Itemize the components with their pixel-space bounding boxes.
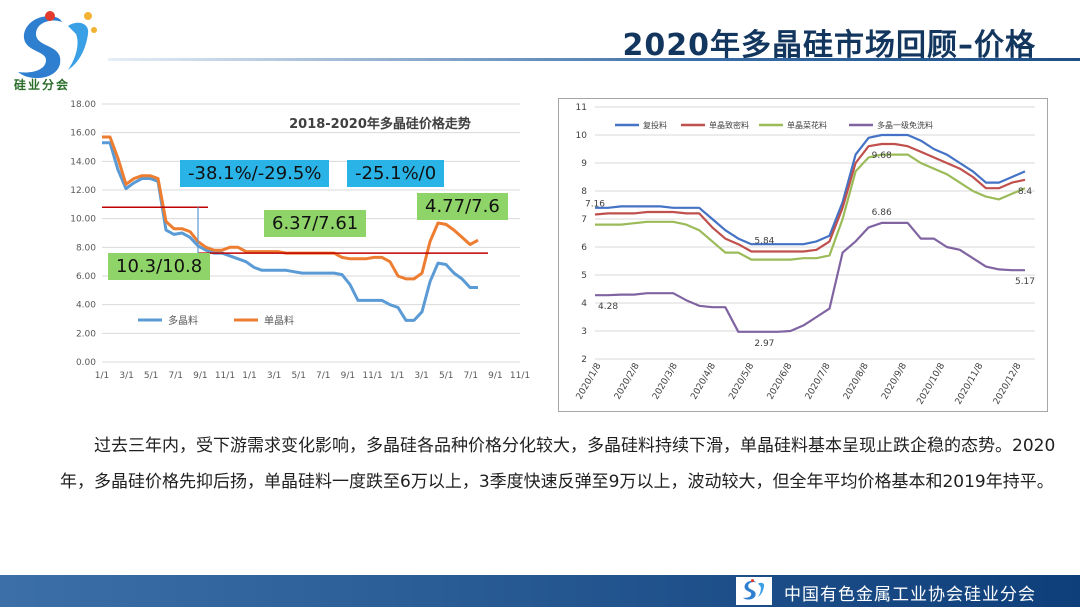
x-tick-label: 7/1 xyxy=(464,371,478,381)
y-tick-label: 18.00 xyxy=(70,100,96,110)
y-tick-label: 3 xyxy=(581,327,587,337)
x-tick-label: 3/1 xyxy=(414,371,428,381)
x-tick-label: 2020/10/8 xyxy=(915,361,947,406)
legend-label: 单晶料 xyxy=(264,314,294,327)
y-tick-label: 5 xyxy=(581,271,587,281)
x-tick-label: 3/1 xyxy=(119,371,133,381)
x-tick-label: 2020/6/8 xyxy=(766,361,795,401)
data-label: 7.16 xyxy=(585,200,605,210)
y-tick-label: 14.00 xyxy=(70,157,96,167)
x-tick-label: 2020/2/8 xyxy=(613,361,642,401)
y-tick-label: 2 xyxy=(581,355,587,365)
legend-label: 复投料 xyxy=(643,120,667,130)
x-tick-label: 2020/7/8 xyxy=(804,361,833,401)
x-tick-label: 1/1 xyxy=(95,371,109,381)
y-tick-label: 10.00 xyxy=(70,215,96,225)
footer-logo-icon xyxy=(742,579,765,600)
chart-title: 2018-2020年多晶硅价格走势 xyxy=(289,116,471,132)
x-tick-label: 2020/1/8 xyxy=(575,361,604,401)
y-tick-label: 11 xyxy=(576,103,587,113)
annotation-price-2018: 10.3/10.8 xyxy=(108,253,211,280)
y-tick-label: 16.00 xyxy=(70,129,96,139)
y-tick-label: 0.00 xyxy=(76,358,96,368)
page-title: 2020年多晶硅市场回顾–价格 xyxy=(622,28,1036,63)
x-tick-label: 2020/8/8 xyxy=(842,361,871,401)
footer-bar xyxy=(0,575,1080,607)
logo-text: 硅业分会 xyxy=(14,78,71,92)
x-tick-label: 2020/3/8 xyxy=(651,361,680,401)
association-logo xyxy=(18,11,97,79)
y-tick-label: 2.00 xyxy=(76,329,96,339)
y-tick-label: 12.00 xyxy=(70,186,96,196)
footer-org: 中国有色金属工业协会硅业分会 xyxy=(784,585,1036,605)
x-tick-label: 9/1 xyxy=(488,371,502,381)
y-tick-label: 7 xyxy=(581,215,587,225)
data-label: 4.28 xyxy=(598,302,618,312)
y-tick-label: 8 xyxy=(581,187,587,197)
y-tick-label: 6.00 xyxy=(76,272,96,282)
series-line-0 xyxy=(595,133,1026,246)
x-tick-label: 9/1 xyxy=(341,371,355,381)
y-tick-label: 8.00 xyxy=(76,243,96,253)
x-tick-label: 5/1 xyxy=(291,371,305,381)
y-tick-label: 9 xyxy=(581,159,587,169)
x-tick-label: 1/1 xyxy=(242,371,256,381)
chart-price-trend-2018-2020: 0.00 2.00 4.00 6.00 8.00 10.00 12.00 14.00 16.00… xyxy=(70,100,530,381)
x-tick-label: 1/1 xyxy=(390,371,404,381)
y-tick-label: 4 xyxy=(581,299,587,309)
x-tick-label: 11/1 xyxy=(510,371,530,381)
series-line-2 xyxy=(595,153,1026,261)
annotation-drop-2020: -25.1%/0 xyxy=(347,160,445,187)
summary-paragraph: 过去三年内，受下游需求变化影响，多晶硅各品种价格分化较大，多晶硅料持续下滑，单晶… xyxy=(60,436,1056,492)
annotation-price-2019: 6.37/7.61 xyxy=(264,210,367,237)
legend-label: 多晶一级免洗料 xyxy=(877,120,933,130)
annotation-price-2020: 4.77/7.6 xyxy=(417,193,508,220)
series-line-1 xyxy=(594,142,1026,253)
x-tick-label: 3/1 xyxy=(267,371,281,381)
x-tick-label: 2020/12/8 xyxy=(992,361,1024,406)
x-tick-label: 5/1 xyxy=(439,371,453,381)
header-divider xyxy=(108,58,1080,61)
footer-logo xyxy=(736,577,772,605)
legend-label: 单晶菜花料 xyxy=(787,120,827,130)
y-tick-label: 6 xyxy=(581,243,587,253)
x-tick-label: 2020/5/8 xyxy=(727,361,756,401)
chart-2020-box: 2 3 4 5 6 7 8 9 10 11 2020/1/8 2020/2/8 2020/3/8 2020… xyxy=(558,98,1048,412)
x-tick-label: 11/1 xyxy=(215,371,235,381)
legend-label: 单晶致密料 xyxy=(709,120,749,130)
data-label: 5.17 xyxy=(1015,277,1035,287)
x-tick-label: 2020/11/8 xyxy=(954,361,986,406)
data-label: 9.68 xyxy=(872,151,892,161)
x-tick-label: 7/1 xyxy=(316,371,330,381)
x-tick-label: 11/1 xyxy=(362,371,382,381)
x-tick-label: 7/1 xyxy=(169,371,183,381)
x-tick-label: 2020/9/8 xyxy=(880,361,909,401)
series-line-3 xyxy=(595,221,1025,333)
x-tick-label: 5/1 xyxy=(144,371,158,381)
x-tick-label: 9/1 xyxy=(193,371,207,381)
annotation-drop-2019: -38.1%/-29.5% xyxy=(180,160,330,187)
y-tick-label: 4.00 xyxy=(76,301,96,311)
data-label: 5.84 xyxy=(754,236,774,246)
data-label: 8.4 xyxy=(1018,187,1033,197)
data-label: 2.97 xyxy=(754,339,774,349)
x-tick-label: 2020/4/8 xyxy=(689,361,718,401)
chart-2020-price: 2 3 4 5 6 7 8 9 10 11 2020/1/8 2020/2/8 2020/3/8 2020… xyxy=(575,103,1035,406)
data-label: 6.86 xyxy=(872,208,892,218)
legend-label: 多晶料 xyxy=(168,314,198,327)
y-tick-label: 10 xyxy=(576,131,588,141)
